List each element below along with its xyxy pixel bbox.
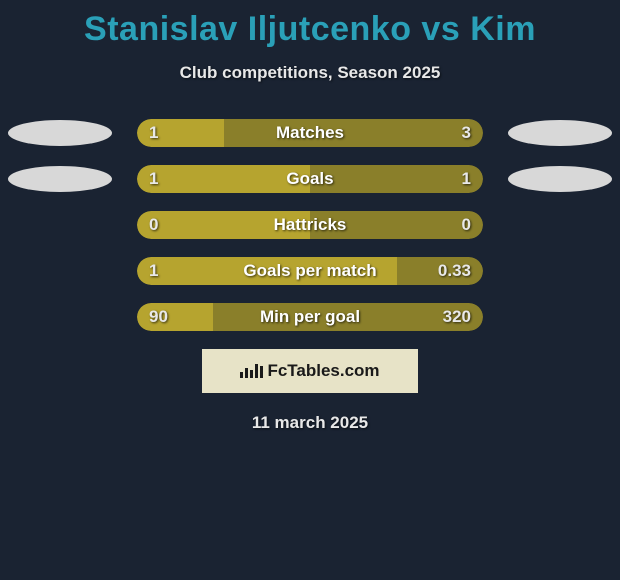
stat-value-left: 1 — [149, 123, 158, 143]
player-marker-left — [8, 120, 112, 146]
stat-label: Min per goal — [260, 307, 360, 327]
date-label: 11 march 2025 — [0, 413, 620, 433]
player-marker-left — [8, 166, 112, 192]
stat-label: Matches — [276, 123, 344, 143]
page-title: Stanislav Iljutcenko vs Kim — [0, 0, 620, 49]
stat-value-right: 1 — [462, 169, 471, 189]
player-marker-right — [508, 120, 612, 146]
stat-row: Matches 1 3 — [0, 119, 620, 147]
stat-label: Goals per match — [243, 261, 376, 281]
stat-bar-right — [224, 119, 484, 147]
stat-label: Hattricks — [274, 215, 347, 235]
stat-bar: Goals per match 1 0.33 — [137, 257, 483, 285]
stat-value-left: 1 — [149, 261, 158, 281]
stat-value-right: 320 — [443, 307, 471, 327]
stat-value-right: 0 — [462, 215, 471, 235]
stat-bar-right — [310, 165, 483, 193]
stat-label: Goals — [286, 169, 333, 189]
stat-bar: Goals 1 1 — [137, 165, 483, 193]
stat-bar: Min per goal 90 320 — [137, 303, 483, 331]
stat-value-left: 1 — [149, 169, 158, 189]
subtitle: Club competitions, Season 2025 — [0, 63, 620, 83]
stat-bar-left — [137, 165, 310, 193]
brand-badge[interactable]: FcTables.com — [202, 349, 418, 393]
comparison-chart: Matches 1 3 Goals 1 1 Hattricks 0 0 Goals per mat… — [0, 119, 620, 331]
stat-row: Goals per match 1 0.33 — [0, 257, 620, 285]
stat-value-left: 90 — [149, 307, 168, 327]
bar-chart-icon — [240, 364, 263, 378]
stat-value-right: 3 — [462, 123, 471, 143]
stat-row: Hattricks 0 0 — [0, 211, 620, 239]
player-marker-right — [508, 166, 612, 192]
stat-row: Min per goal 90 320 — [0, 303, 620, 331]
stat-value-left: 0 — [149, 215, 158, 235]
stat-value-right: 0.33 — [438, 261, 471, 281]
brand-label: FcTables.com — [267, 361, 379, 381]
stat-row: Goals 1 1 — [0, 165, 620, 193]
stat-bar: Hattricks 0 0 — [137, 211, 483, 239]
stat-bar: Matches 1 3 — [137, 119, 483, 147]
